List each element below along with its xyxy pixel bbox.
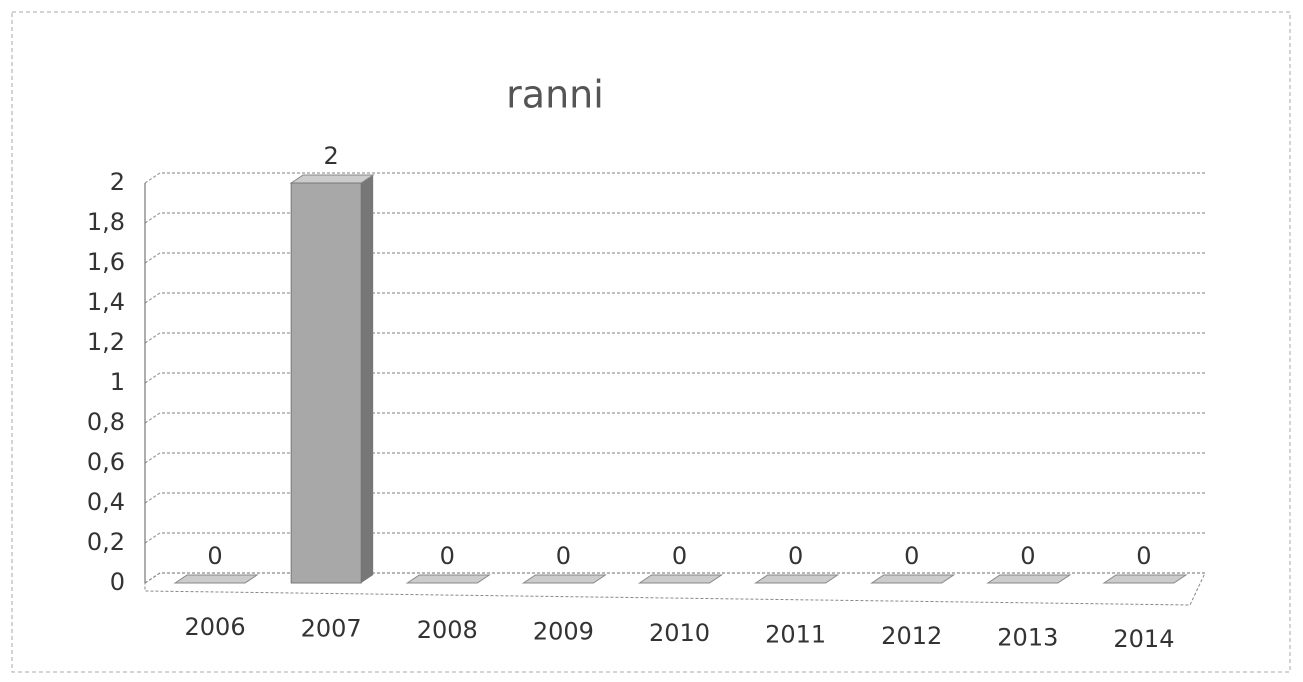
grid-line	[144, 332, 1205, 344]
y-tick-label: 0,8	[87, 408, 125, 436]
data-label: 0	[672, 542, 687, 570]
grid-line	[144, 252, 1205, 264]
bar-top	[173, 574, 259, 584]
x-tick-label: 2009	[533, 618, 594, 646]
x-tick-label: 2010	[649, 619, 710, 647]
y-tick-label: 1,8	[87, 208, 125, 236]
x-tick-label: 2007	[301, 615, 362, 643]
grid-line	[144, 532, 1205, 544]
y-tick-label: 1,4	[87, 288, 125, 316]
grid-line	[144, 452, 1205, 464]
data-label: 0	[440, 542, 455, 570]
data-label: 0	[207, 542, 222, 570]
data-label: 0	[1136, 542, 1151, 570]
grid-line	[144, 372, 1205, 384]
x-tick-label: 2012	[881, 622, 942, 650]
bar-top	[637, 574, 724, 584]
bar-side	[361, 175, 374, 583]
y-tick-label: 0,2	[87, 528, 125, 556]
data-label: 0	[1020, 542, 1035, 570]
chart-border	[11, 11, 1291, 673]
grid-line	[144, 172, 1205, 184]
y-tick-label: 1	[110, 368, 125, 396]
bar-top	[521, 574, 608, 584]
y-tick-label: 0,6	[87, 448, 125, 476]
grid-line	[144, 492, 1205, 504]
data-label: 0	[904, 542, 919, 570]
data-label: 0	[556, 542, 571, 570]
bar-top	[405, 574, 491, 584]
bar-top	[870, 574, 956, 584]
floor	[144, 572, 1206, 606]
chart-title: ranni	[506, 73, 604, 117]
grid-line	[144, 212, 1205, 224]
bar	[290, 182, 362, 584]
x-tick-label: 2006	[185, 613, 246, 641]
bar-top	[289, 174, 375, 184]
y-tick-label: 0,4	[87, 488, 125, 516]
x-tick-label: 2014	[1113, 625, 1174, 653]
y-tick-label: 0	[110, 568, 125, 596]
x-tick-label: 2011	[765, 621, 826, 649]
x-tick-label: 2013	[997, 624, 1058, 652]
y-tick-label: 1,6	[87, 248, 125, 276]
bar-top	[1102, 574, 1188, 584]
data-label: 0	[788, 542, 803, 570]
grid-line	[144, 292, 1205, 304]
x-tick-label: 2008	[417, 616, 478, 644]
y-tick-label: 2	[110, 168, 125, 196]
y-tick-label: 1,2	[87, 328, 125, 356]
bar-top	[753, 574, 840, 584]
grid-line	[144, 412, 1205, 424]
data-label: 2	[324, 142, 339, 170]
bar-top	[986, 574, 1072, 584]
